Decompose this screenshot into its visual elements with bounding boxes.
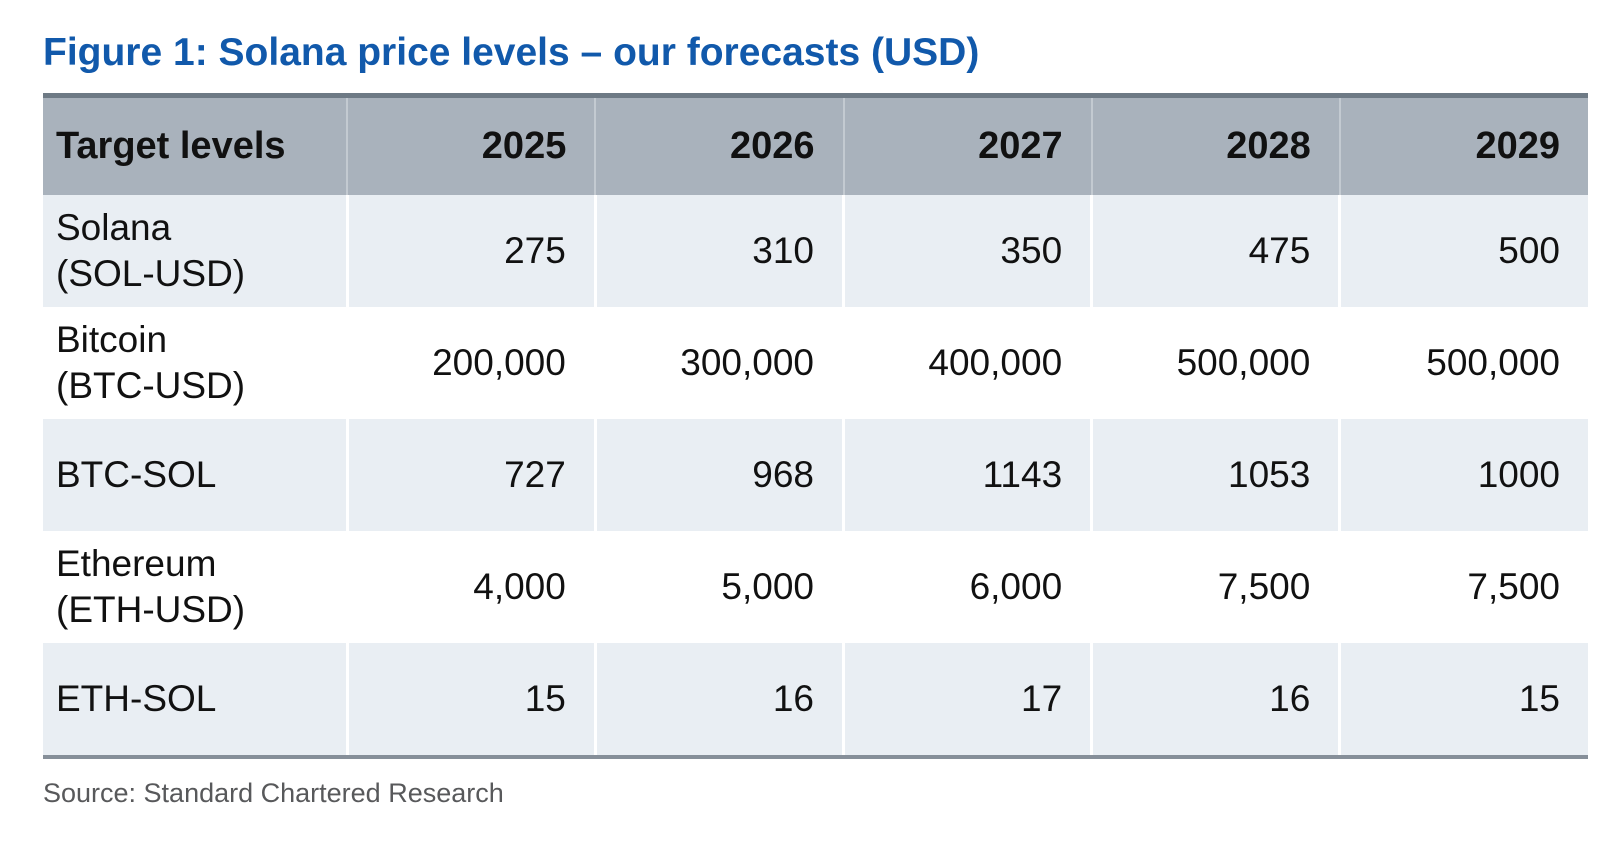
cell-value: 475 — [1090, 195, 1340, 307]
cell-value: 727 — [345, 419, 596, 531]
cell-value: 1053 — [1090, 419, 1340, 531]
column-header-2025: 2025 — [346, 95, 596, 195]
cell-value: 310 — [593, 195, 844, 307]
cell-value: 6,000 — [841, 531, 1092, 643]
figure-title: Figure 1: Solana price levels – our fore… — [43, 31, 980, 74]
table-row-solana: Solana (SOL-USD) 275 310 350 475 500 — [43, 195, 1588, 307]
cell-value: 17 — [841, 643, 1092, 757]
cell-value: 350 — [841, 195, 1092, 307]
column-header-2027: 2027 — [842, 95, 1092, 195]
column-header-2028: 2028 — [1090, 95, 1340, 195]
column-header-2029: 2029 — [1338, 95, 1588, 195]
row-label-line1: BTC-SOL — [56, 454, 217, 495]
cell-value: 16 — [1090, 643, 1340, 757]
cell-value: 200,000 — [345, 307, 596, 419]
column-header-target-levels: Target levels — [43, 95, 348, 195]
row-label: BTC-SOL — [43, 419, 347, 531]
row-label: Bitcoin (BTC-USD) — [43, 307, 347, 419]
row-label-line2: (ETH-USD) — [56, 589, 246, 630]
row-label-line2: (BTC-USD) — [56, 365, 246, 406]
cell-value: 4,000 — [345, 531, 596, 643]
cell-value: 5,000 — [593, 531, 844, 643]
cell-value: 1143 — [841, 419, 1092, 531]
header-row: Target levels 2025 2026 2027 2028 2029 — [43, 95, 1588, 195]
source-note: Source: Standard Chartered Research — [43, 778, 504, 808]
cell-value: 500 — [1338, 195, 1588, 307]
row-label-line1: Bitcoin — [56, 319, 168, 360]
table-row-ethereum: Ethereum (ETH-USD) 4,000 5,000 6,000 7,5… — [43, 531, 1588, 643]
cell-value: 1000 — [1338, 419, 1588, 531]
cell-value: 968 — [593, 419, 844, 531]
cell-value: 7,500 — [1090, 531, 1340, 643]
forecast-table: Target levels 2025 2026 2027 2028 2029 S… — [43, 93, 1588, 759]
row-label: ETH-SOL — [43, 643, 347, 757]
row-label-line2: (SOL-USD) — [56, 253, 246, 294]
cell-value: 15 — [1338, 643, 1588, 757]
row-label: Solana (SOL-USD) — [43, 195, 347, 307]
table-row-btc-sol: BTC-SOL 727 968 1143 1053 1000 — [43, 419, 1588, 531]
row-label-line1: Ethereum — [56, 543, 217, 584]
cell-value: 500,000 — [1090, 307, 1340, 419]
row-label-line1: ETH-SOL — [56, 678, 217, 719]
cell-value: 7,500 — [1338, 531, 1588, 643]
cell-value: 300,000 — [593, 307, 844, 419]
table-row-eth-sol: ETH-SOL 15 16 17 16 15 — [43, 643, 1588, 757]
row-label: Ethereum (ETH-USD) — [43, 531, 347, 643]
cell-value: 15 — [345, 643, 596, 757]
column-header-2026: 2026 — [594, 95, 844, 195]
row-label-line1: Solana — [56, 207, 172, 248]
cell-value: 16 — [593, 643, 844, 757]
cell-value: 500,000 — [1338, 307, 1588, 419]
table-row-bitcoin: Bitcoin (BTC-USD) 200,000 300,000 400,00… — [43, 307, 1588, 419]
cell-value: 275 — [345, 195, 596, 307]
cell-value: 400,000 — [841, 307, 1092, 419]
